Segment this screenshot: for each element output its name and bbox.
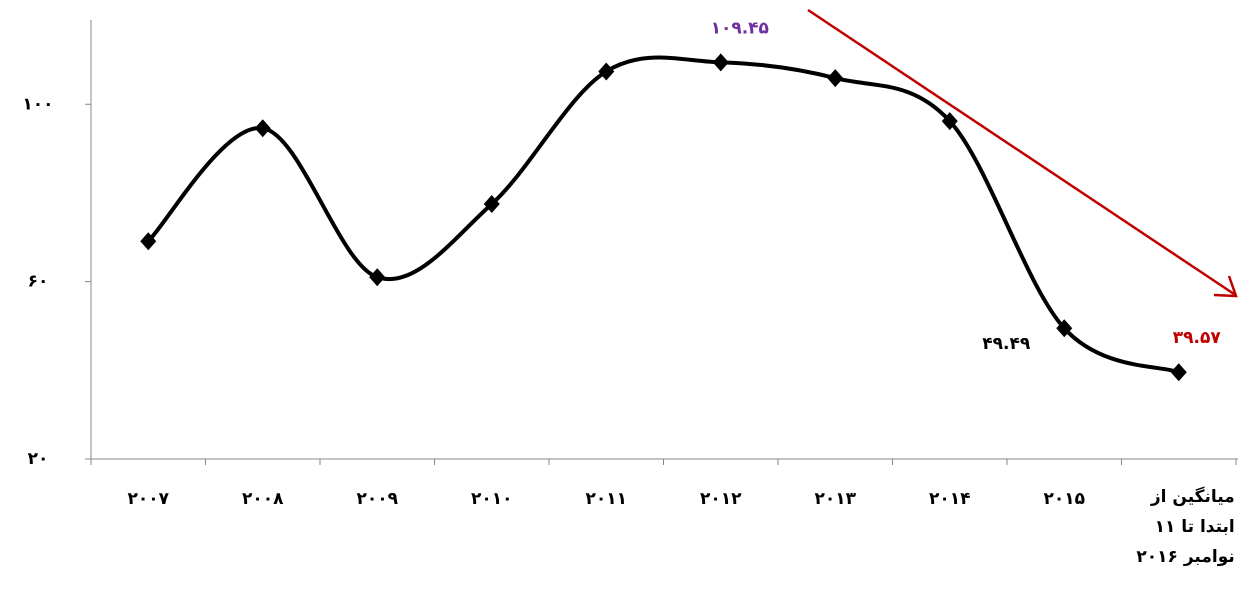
data-label: ۳۹.۵۷ [1173, 328, 1222, 348]
y-tick-label: ۱۰۰ [22, 94, 53, 114]
marker [1170, 363, 1187, 382]
x-tick-label: ۲۰۱۰ [470, 489, 513, 509]
marker [483, 195, 500, 214]
data-label: ۱۰۹.۴۵ [711, 18, 769, 38]
marker [827, 69, 844, 88]
marker [140, 232, 157, 251]
data-label: ۴۹.۴۹ [982, 334, 1031, 354]
y-tick-label: ۲۰ [28, 449, 49, 469]
marker [712, 53, 729, 72]
x-tick-label: ۲۰۰۸ [241, 489, 284, 509]
x-tick-label: ۲۰۱۳ [814, 489, 856, 509]
line [146, 55, 1180, 375]
marker [369, 268, 386, 287]
marker [941, 112, 958, 131]
x-tick-label: ۲۰۰۷ [127, 489, 169, 509]
x-tick-label: ۲۰۱۵ [1043, 489, 1085, 509]
trend-arrow [807, 8, 1238, 298]
x-tick-label: ۲۰۱۲ [699, 489, 742, 509]
x-tick-label: ۲۰۱۱ [585, 489, 627, 509]
x-tick-label: ۲۰۰۹ [356, 489, 398, 509]
marker [254, 119, 271, 138]
marker [598, 62, 615, 81]
x-tick-label: میانگین از ابتدا تا ۱۱ نوامبر ۲۰۱۶ [1136, 487, 1235, 567]
y-tick-label: ۶۰ [28, 272, 49, 292]
marker [1056, 319, 1073, 338]
x-tick-label: ۲۰۱۴ [928, 489, 971, 509]
